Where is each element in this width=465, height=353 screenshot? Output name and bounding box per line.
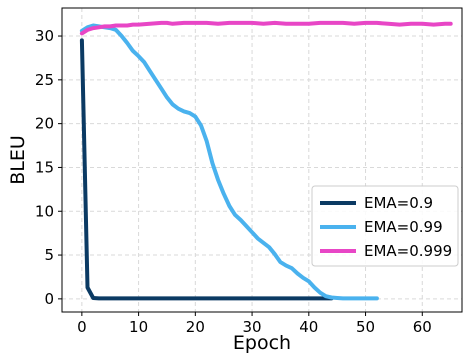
- legend-label-ema-0.99: EMA=0.99: [364, 218, 443, 236]
- legend-label-ema-0.9: EMA=0.9: [364, 194, 433, 212]
- y-tick-label: 5: [44, 246, 54, 264]
- y-tick-label: 15: [35, 158, 54, 176]
- x-tick-label: 60: [413, 318, 432, 336]
- series-line-2: [79, 20, 453, 36]
- y-tick-label: 10: [35, 202, 54, 220]
- axis-ticks: 0 10 20 30 40 50 60 0 5 10 15 20 25 30: [35, 27, 432, 336]
- x-tick-label: 0: [77, 318, 87, 336]
- y-axis-title: BLEU: [7, 135, 29, 185]
- x-axis-title: Epoch: [233, 332, 291, 353]
- x-tick-label: 20: [186, 318, 205, 336]
- legend-box: [311, 185, 459, 267]
- plot-frame: [61, 7, 463, 313]
- series-line-1: [79, 23, 379, 301]
- series-lines: [79, 20, 453, 301]
- y-tick-label: 30: [35, 27, 54, 45]
- y-tick-label: 0: [44, 290, 54, 308]
- series-line-0: [79, 38, 334, 301]
- x-tick-label: 50: [356, 318, 375, 336]
- x-tick-label: 30: [243, 318, 262, 336]
- legend: EMA=0.9 EMA=0.99 EMA=0.999: [311, 185, 459, 267]
- y-tick-label: 25: [35, 71, 54, 89]
- x-tick-label: 10: [129, 318, 148, 336]
- legend-label-ema-0.999: EMA=0.999: [364, 242, 452, 260]
- y-tick-label: 20: [35, 115, 54, 133]
- x-tick-label: 40: [299, 318, 318, 336]
